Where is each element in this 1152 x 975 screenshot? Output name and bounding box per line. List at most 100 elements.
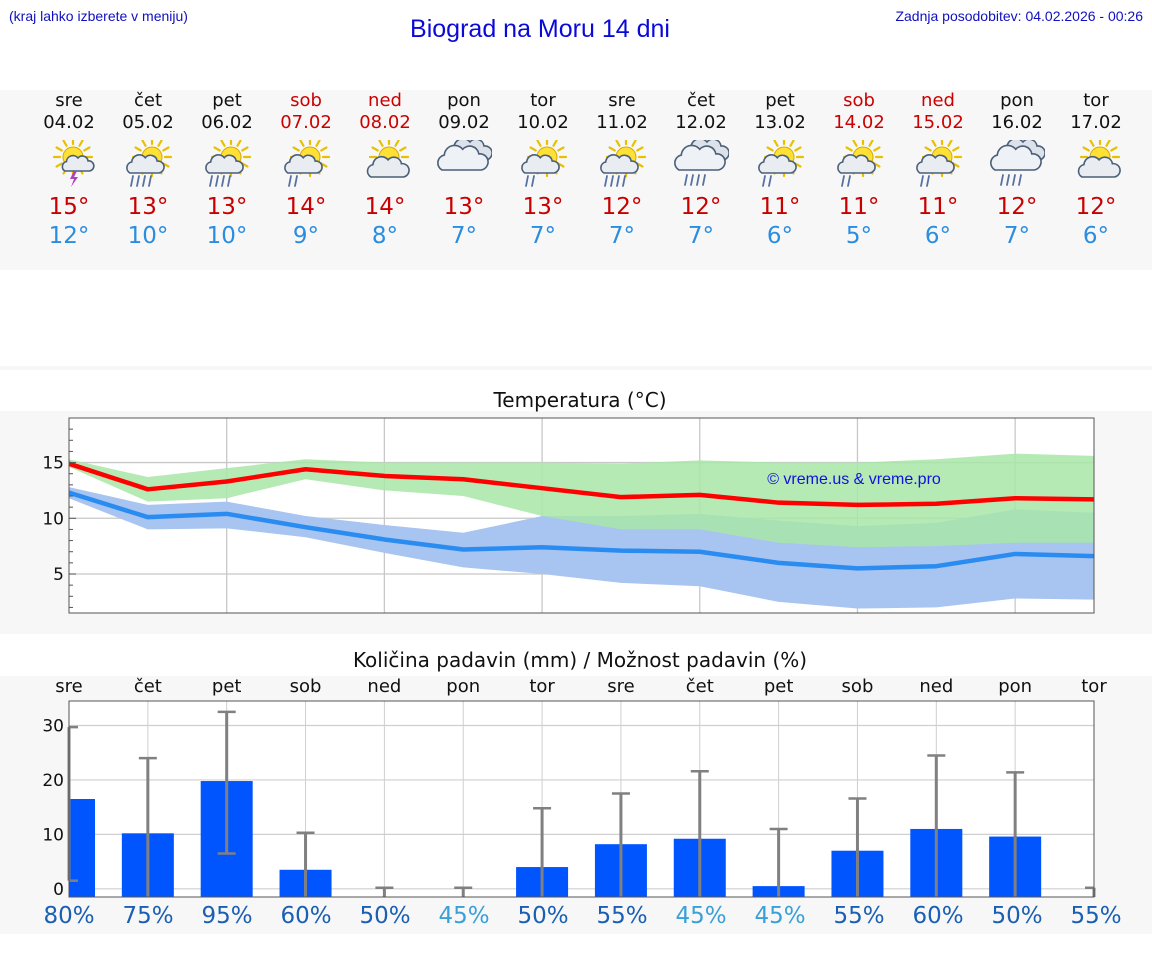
day-date: 11.02 [596,112,648,133]
last-update-note: Zadnja posodobitev: 04.02.2026 - 00:26 [895,8,1143,24]
max-temperature: 12° [996,194,1038,220]
day-forecast: pon 09.02 13° 7° [425,90,504,251]
precipitation-probability: 75% [122,903,174,929]
day-forecast: ned 15.02 11° 6° [899,90,978,251]
min-temperature: 10° [206,223,248,249]
min-temperature: 9° [292,223,320,249]
day-date: 07.02 [280,112,332,133]
day-forecast: sob 07.02 14° 9° [267,90,346,251]
sun-cloud-light-rain-icon [758,140,805,187]
min-temperature: 10° [127,223,169,249]
max-temperature: 14° [364,194,406,220]
precipitation-tick-label: 10 [42,825,64,845]
max-temperature: 13° [127,194,169,220]
min-temperature: 8° [371,223,399,249]
day-name: sob [843,90,875,111]
day-date: 13.02 [754,112,806,133]
overcast-rain-icon [990,140,1045,186]
day-name: tor [530,90,556,111]
precipitation-day-label: pon [446,676,480,697]
precipitation-probability: 45% [438,903,490,929]
sun-cloud-rain-icon [205,140,252,187]
day-forecast: čet 12.02 12° 7° [662,90,741,251]
temperature-chart-title: Temperatura (°C) [493,388,667,412]
day-forecast: sre 11.02 12° 7° [583,90,662,251]
day-date: 14.02 [833,112,885,133]
page-title: Biograd na Moru 14 dni [410,15,670,43]
max-temperature: 12° [1075,194,1117,220]
precipitation-probability: 45% [675,903,727,929]
precipitation-probability: 80% [43,903,95,929]
day-forecast: tor 10.02 13° 7° [504,90,583,251]
temperature-tick-label: 10 [42,509,64,529]
day-forecast: pet 06.02 13° 10° [188,90,267,251]
sun-cloud-light-rain-icon [521,140,568,187]
precipitation-probability: 60% [912,903,964,929]
day-name: čet [686,90,716,111]
min-temperature: 5° [845,223,873,249]
precipitation-day-label: tor [1081,676,1107,697]
day-forecast: pon 16.02 12° 7° [978,90,1057,251]
precipitation-probability: 55% [1070,903,1122,929]
precipitation-day-label: sre [607,676,634,697]
precipitation-probability: 55% [833,903,885,929]
precipitation-probability: 45% [754,903,806,929]
precipitation-day-label: sre [55,676,82,697]
min-temperature: 7° [687,223,715,249]
day-date: 15.02 [912,112,964,133]
max-temperature: 14° [285,194,327,220]
sun-cloud-icon [366,140,410,178]
day-forecast: sre 04.02 15° 12° [30,90,109,251]
day-name: tor [1083,90,1109,111]
max-temperature: 13° [206,194,248,220]
sun-cloud-light-rain-icon [284,140,331,187]
overcast-icon [437,140,492,171]
min-temperature: 6° [1082,223,1110,249]
min-temperature: 6° [924,223,952,249]
precipitation-day-label: sob [290,676,322,697]
min-temperature-line [68,490,1095,571]
min-temperature: 7° [608,223,636,249]
max-temperature: 12° [680,194,722,220]
max-temperature: 12° [601,194,643,220]
precipitation-bar [69,799,95,897]
precipitation-day-label: čet [686,676,714,697]
precipitation-day-label: čet [134,676,162,697]
overcast-rain-icon [674,140,729,186]
day-date: 05.02 [122,112,174,133]
min-temperature: 7° [1003,223,1031,249]
max-temperature: 11° [917,194,959,220]
precipitation-day-label: tor [529,676,555,697]
max-temperature: 11° [838,194,880,220]
max-temperature-band [69,453,1094,548]
precipitation-probability: 50% [359,903,411,929]
precipitation-probability: 60% [280,903,332,929]
day-forecast: ned 08.02 14° 8° [346,90,425,251]
day-forecast: sob 14.02 11° 5° [820,90,899,251]
min-temperature: 7° [450,223,478,249]
precipitation-day-label: ned [919,676,953,697]
sun-cloud-light-rain-icon [837,140,884,187]
watermark-text: © vreme.us & vreme.pro [767,471,941,488]
day-name: čet [133,90,163,111]
temperature-tick-label: 15 [42,454,64,474]
precipitation-day-label: ned [367,676,401,697]
temperature-chart: 5 10 15 © vreme.us & vreme.pro [42,417,1095,614]
day-date: 04.02 [43,112,95,133]
precipitation-tick-label: 30 [42,717,64,737]
sun-cloud-thunder-icon [52,140,95,187]
day-date: 08.02 [359,112,411,133]
max-temperature: 13° [443,194,485,220]
day-date: 16.02 [991,112,1043,133]
day-name: ned [921,90,955,111]
sun-cloud-icon [1077,140,1121,178]
day-date: 12.02 [675,112,727,133]
max-temperature: 15° [48,194,90,220]
sun-cloud-rain-icon [600,140,647,187]
sun-cloud-light-rain-icon [916,140,963,187]
precipitation-chart-title: Količina padavin (mm) / Možnost padavin … [352,648,808,672]
min-temperature: 7° [529,223,557,249]
day-forecast: tor 17.02 12° 6° [1057,90,1136,251]
precipitation-day-label: pon [998,676,1032,697]
